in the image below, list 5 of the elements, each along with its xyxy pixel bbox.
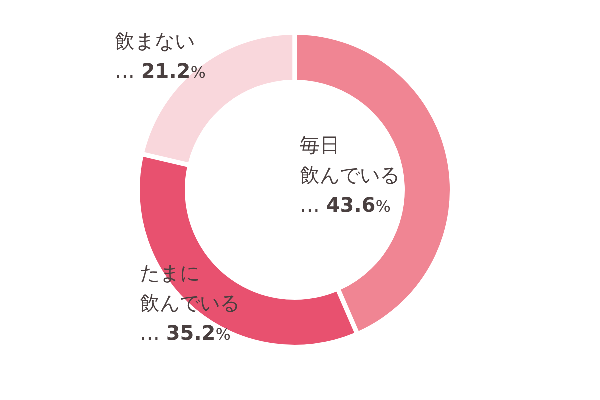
slice-label: 飲まない bbox=[115, 29, 195, 53]
slice-label: 毎日飲んでいる bbox=[300, 133, 400, 187]
data-label: … 21.2% bbox=[115, 59, 206, 83]
data-label: … 43.6% bbox=[300, 193, 391, 217]
data-label: … 35.2% bbox=[140, 321, 231, 345]
